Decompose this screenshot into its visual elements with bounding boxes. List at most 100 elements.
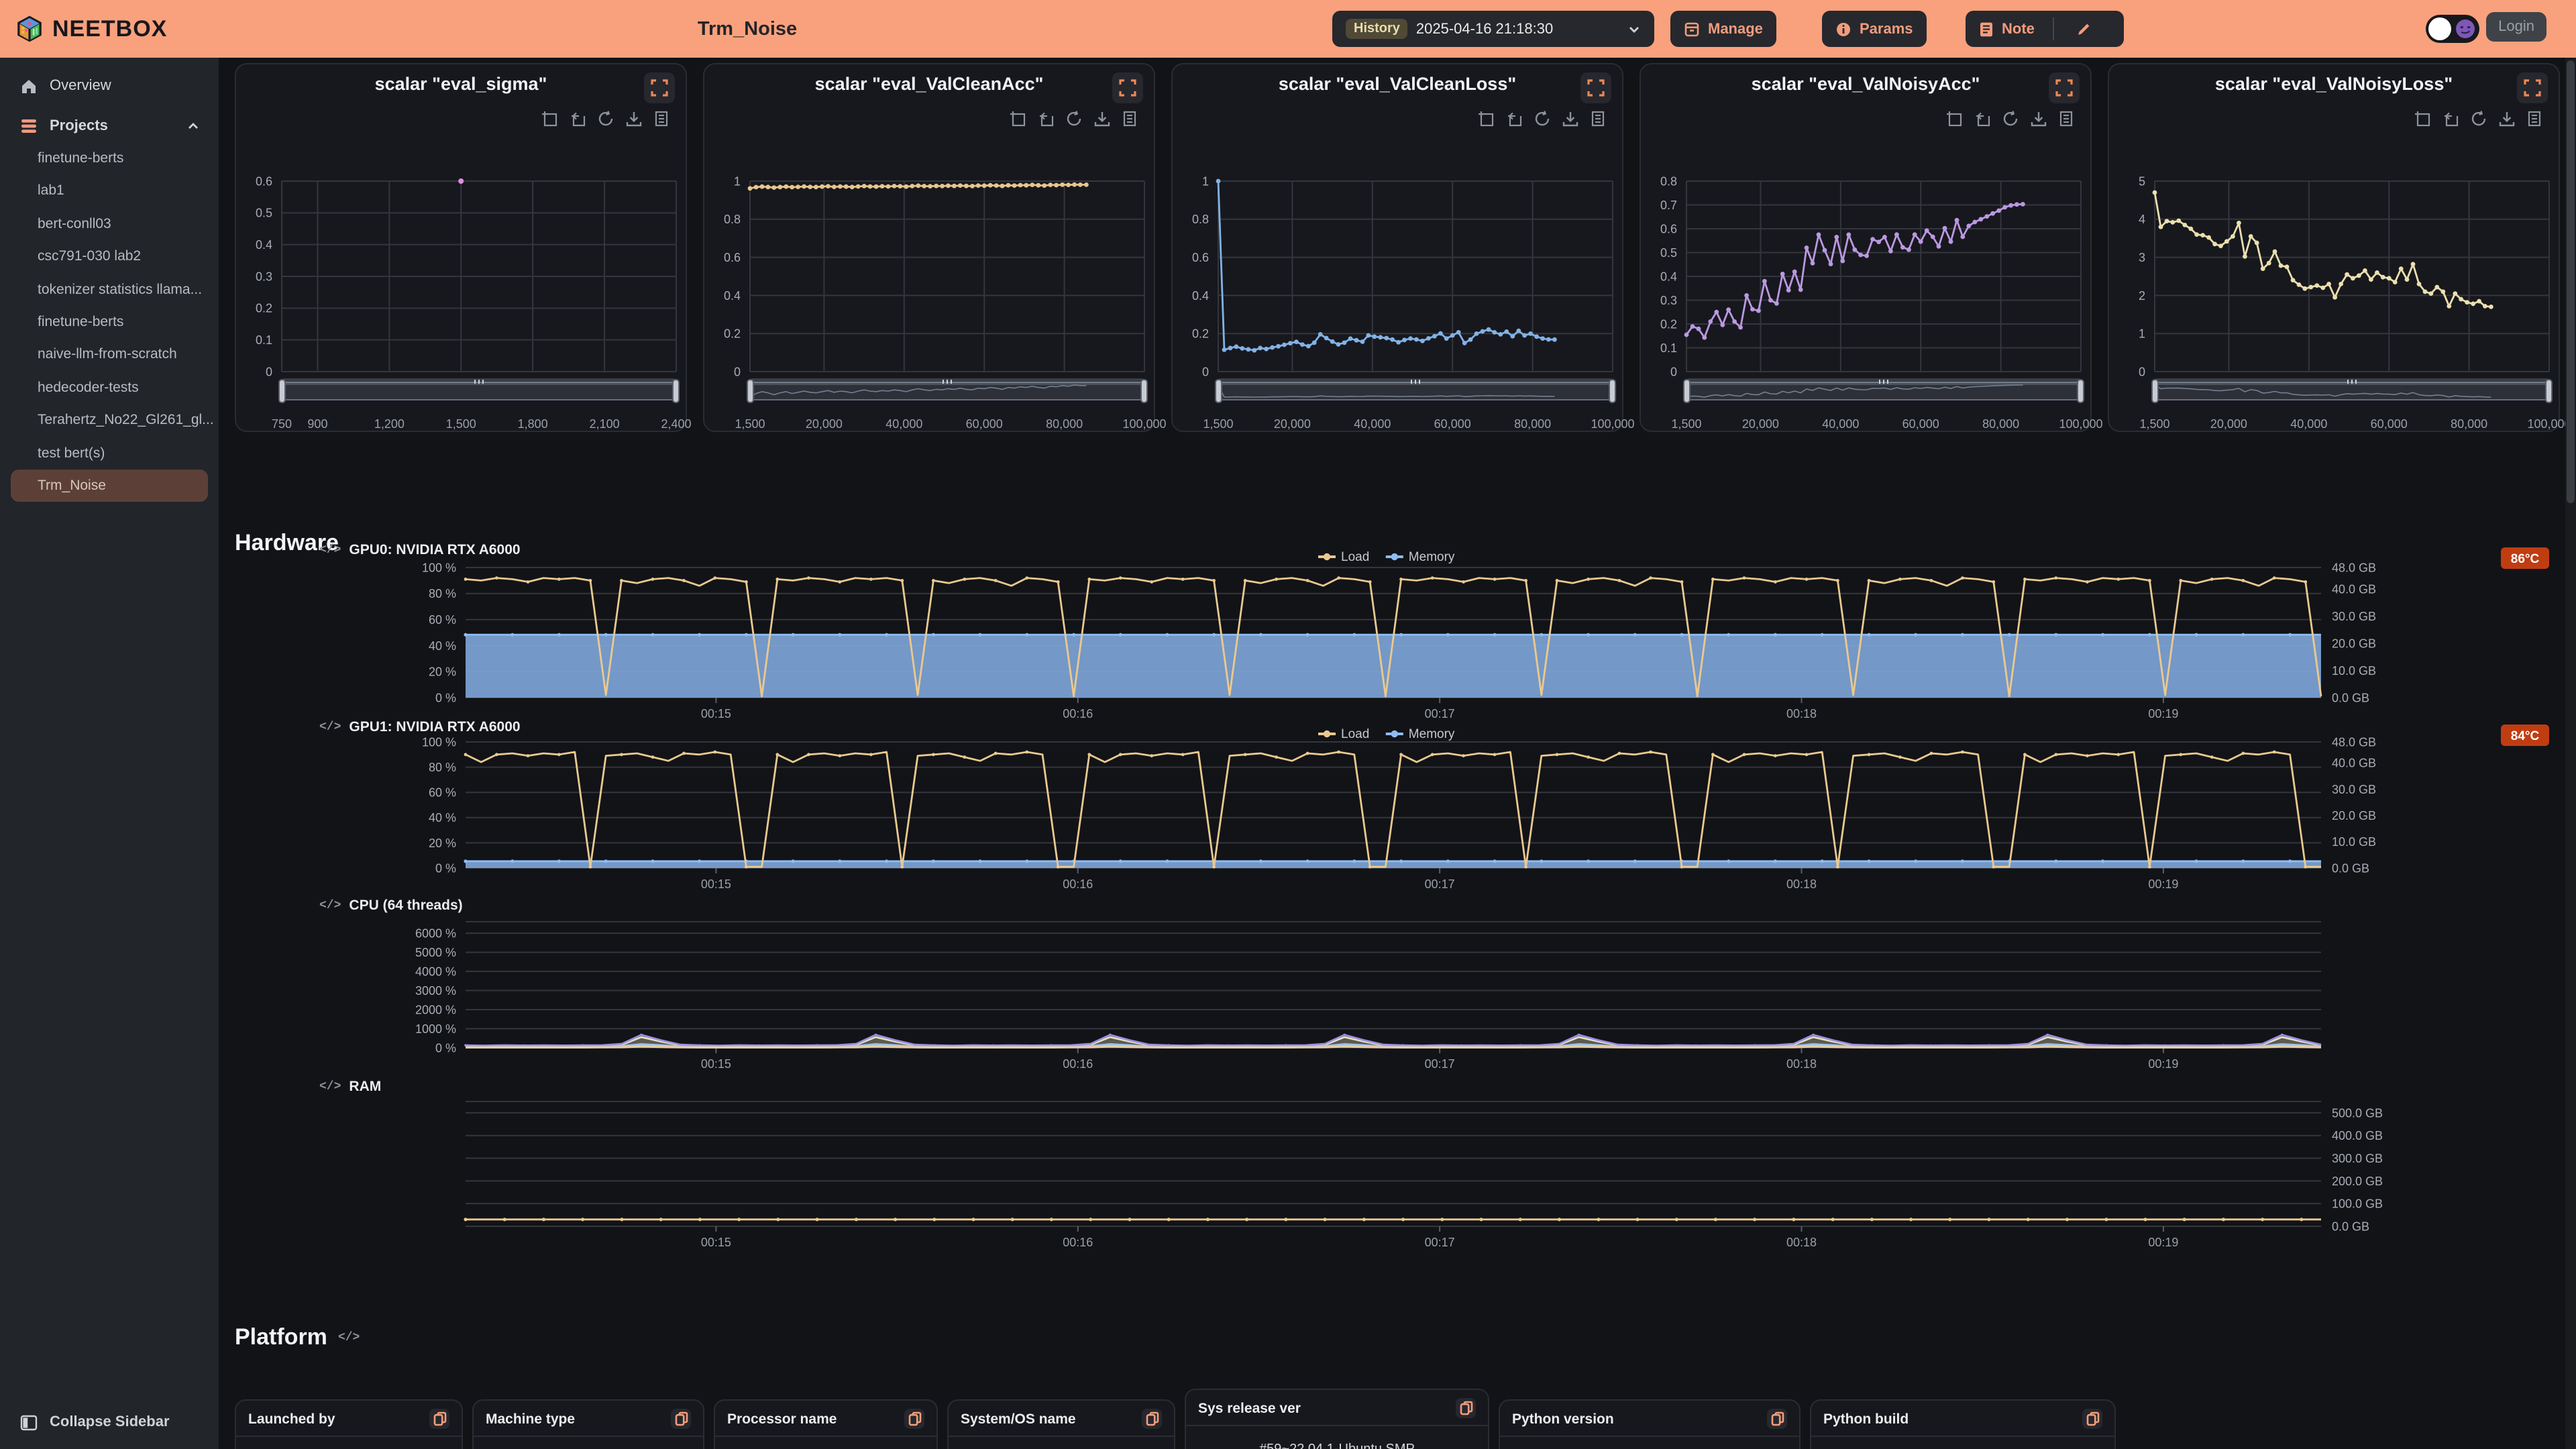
svg-text:500.0 GB: 500.0 GB bbox=[2332, 1106, 2383, 1120]
manage-button[interactable]: Manage bbox=[1670, 11, 1776, 47]
chevron-down-icon bbox=[1627, 22, 1641, 36]
svg-text:60,000: 60,000 bbox=[2371, 417, 2408, 431]
sidebar: Overview Projects finetune-berts lab1 be… bbox=[0, 58, 219, 1449]
project-item-selected[interactable]: Trm_Noise bbox=[11, 469, 208, 502]
platform-value: x86_64 bbox=[474, 1437, 703, 1449]
note-icon bbox=[1979, 21, 1994, 37]
svg-text:60,000: 60,000 bbox=[966, 417, 1003, 431]
chart-toolbox[interactable] bbox=[1009, 110, 1138, 127]
svg-text:0.4: 0.4 bbox=[1660, 270, 1677, 283]
copy-button[interactable] bbox=[904, 1409, 924, 1429]
svg-text:40.0 GB: 40.0 GB bbox=[2332, 583, 2376, 596]
svg-text:1,200: 1,200 bbox=[374, 417, 405, 431]
copy-button[interactable] bbox=[1456, 1398, 1476, 1418]
project-item[interactable]: lab1 bbox=[38, 182, 64, 199]
svg-text:750: 750 bbox=[272, 417, 292, 431]
svg-text:00:16: 00:16 bbox=[1063, 1057, 1093, 1071]
ram-label: </> RAM bbox=[319, 1079, 382, 1095]
platform-cards-row: Launched by xlu29 Machine type x86_64 Pr… bbox=[235, 1389, 2116, 1449]
fullscreen-button[interactable] bbox=[1112, 72, 1143, 103]
copy-button[interactable] bbox=[671, 1409, 691, 1429]
svg-text:00:18: 00:18 bbox=[1786, 877, 1817, 891]
code-icon: </> bbox=[319, 899, 341, 912]
chart-canvas-valcleanloss[interactable]: 0 0.2 0.4 0.6 0.8 1 1,500 20,000 40,000 60,000 80,… bbox=[1173, 98, 1635, 433]
svg-text:00:19: 00:19 bbox=[2148, 1236, 2178, 1249]
brand[interactable]: NEETBOX bbox=[0, 15, 167, 43]
svg-text:20.0 GB: 20.0 GB bbox=[2332, 637, 2376, 651]
project-item[interactable]: test bert(s) bbox=[38, 445, 105, 462]
theme-toggle[interactable] bbox=[2426, 15, 2479, 43]
copy-button[interactable] bbox=[2082, 1409, 2102, 1429]
svg-text:86°C: 86°C bbox=[2511, 552, 2540, 566]
chart-canvas-valnoisyacc[interactable]: 0 0.1 0.2 0.3 0.4 0.5 0.6 0.7 0.8 1,500 20,000 40,0… bbox=[1641, 98, 2103, 433]
svg-text:0.2: 0.2 bbox=[1660, 317, 1677, 331]
top-header: NEETBOX Trm_Noise History 2025-04-16 21:… bbox=[0, 0, 2576, 58]
platform-card-processor: Processor name x86_64 bbox=[714, 1399, 938, 1449]
sidebar-item-overview[interactable]: Overview bbox=[0, 70, 219, 102]
svg-text:60 %: 60 % bbox=[429, 786, 456, 800]
project-item[interactable]: tokenizer statistics llama... bbox=[38, 281, 203, 298]
svg-text:0.0 GB: 0.0 GB bbox=[2332, 1220, 2369, 1233]
gpu0-label: </> GPU0: NVIDIA RTX A6000 bbox=[319, 542, 521, 558]
copy-button[interactable] bbox=[429, 1409, 449, 1429]
project-item[interactable]: naive-llm-from-scratch bbox=[38, 346, 177, 363]
fullscreen-button[interactable] bbox=[2049, 72, 2080, 103]
svg-text:00:18: 00:18 bbox=[1786, 707, 1817, 720]
collapse-sidebar-button[interactable]: Collapse Sidebar bbox=[0, 1406, 170, 1438]
smirk-face-icon bbox=[2455, 19, 2475, 39]
project-item[interactable]: bert-conll03 bbox=[38, 215, 111, 232]
cpu-chart-canvas[interactable]: 0 % 1000 % 2000 % 3000 % 4000 % 5000 % 6000 % 0… bbox=[235, 903, 2560, 1076]
svg-text:00:16: 00:16 bbox=[1063, 1236, 1093, 1249]
scrollbar-thumb[interactable] bbox=[2567, 60, 2575, 503]
fullscreen-button[interactable] bbox=[1580, 72, 1611, 103]
params-button[interactable]: Params bbox=[1822, 11, 1927, 47]
project-item[interactable]: finetune-berts bbox=[38, 313, 124, 330]
chart-canvas-eval-sigma[interactable]: 0 0.1 0.2 0.3 0.4 0.5 0.6 750 900 1,200 1,500 1,800… bbox=[236, 98, 692, 433]
svg-text:100,000: 100,000 bbox=[1591, 417, 1634, 431]
history-dropdown[interactable]: History 2025-04-16 21:18:30 bbox=[1332, 11, 1654, 47]
page-title: Trm_Noise bbox=[697, 18, 798, 40]
chart-canvas-valcleanacc[interactable]: 0 0.2 0.4 0.6 0.8 1 1,500 20,000 40,000 60,000 80,… bbox=[704, 98, 1167, 433]
project-item[interactable]: Terahertz_No22_Gl261_gl... bbox=[38, 412, 214, 429]
fullscreen-button[interactable] bbox=[644, 72, 675, 103]
platform-card-python-build: Python build main Oct 3 2024 07:27:34 bbox=[1810, 1399, 2116, 1449]
svg-text:80 %: 80 % bbox=[429, 587, 456, 600]
note-button[interactable]: Note bbox=[1966, 11, 2124, 47]
chart-toolbox[interactable] bbox=[1477, 110, 1606, 127]
sidebar-item-projects[interactable]: Projects bbox=[0, 110, 219, 142]
chart-toolbox[interactable] bbox=[541, 110, 669, 127]
chart-toolbox[interactable] bbox=[2414, 110, 2542, 127]
svg-text:30.0 GB: 30.0 GB bbox=[2332, 610, 2376, 623]
edit-note-button[interactable] bbox=[2063, 21, 2106, 37]
ram-chart-canvas[interactable]: 0.0 GB 100.0 GB 200.0 GB 300.0 GB 400.0 GB 50… bbox=[235, 1084, 2560, 1263]
gpu0-chart-canvas[interactable]: 0 % 20 % 40 % 60 % 80 % 100 % 0.0 GB 10.0 GB 20.… bbox=[235, 547, 2560, 726]
login-button[interactable]: Login bbox=[2486, 12, 2546, 42]
chart-canvas-valnoisyloss[interactable]: 0 1 2 3 4 5 1,500 20,000 40,000 60,000 80,000 100,0… bbox=[2109, 98, 2571, 433]
svg-text:0.0 GB: 0.0 GB bbox=[2332, 691, 2369, 704]
window-scrollbar[interactable] bbox=[2565, 58, 2576, 1449]
svg-text:3: 3 bbox=[2139, 251, 2145, 264]
toggle-knob bbox=[2428, 17, 2451, 40]
svg-text:80,000: 80,000 bbox=[1514, 417, 1551, 431]
gpu1-chart-block: </> GPU1: NVIDIA RTX A6000 0 % 20 % 40 % 60… bbox=[235, 719, 2560, 899]
svg-text:20 %: 20 % bbox=[429, 665, 456, 679]
svg-text:0.0 GB: 0.0 GB bbox=[2332, 861, 2369, 875]
svg-text:0.8: 0.8 bbox=[1192, 213, 1209, 226]
platform-card-os: System/OS name Linux bbox=[947, 1399, 1175, 1449]
platform-value: Linux bbox=[949, 1437, 1174, 1449]
fullscreen-button[interactable] bbox=[2517, 72, 2548, 103]
svg-text:0: 0 bbox=[1670, 365, 1677, 378]
svg-text:1: 1 bbox=[734, 174, 741, 188]
copy-button[interactable] bbox=[1142, 1409, 1162, 1429]
svg-text:6000 %: 6000 % bbox=[415, 926, 456, 940]
gpu1-chart-canvas[interactable]: 0 % 20 % 40 % 60 % 80 % 100 % 0.0 GB 10.0 GB 20.… bbox=[235, 724, 2560, 899]
chart-toolbox[interactable] bbox=[1945, 110, 2074, 127]
copy-button[interactable] bbox=[1767, 1409, 1787, 1429]
svg-text:80,000: 80,000 bbox=[1046, 417, 1083, 431]
project-item[interactable]: hedecoder-tests bbox=[38, 379, 139, 396]
svg-text:20,000: 20,000 bbox=[2210, 417, 2247, 431]
project-item[interactable]: csc791-030 lab2 bbox=[38, 248, 142, 265]
project-item[interactable]: finetune-berts bbox=[38, 150, 124, 166]
code-icon: </> bbox=[319, 720, 341, 734]
code-icon: </> bbox=[337, 1331, 360, 1344]
